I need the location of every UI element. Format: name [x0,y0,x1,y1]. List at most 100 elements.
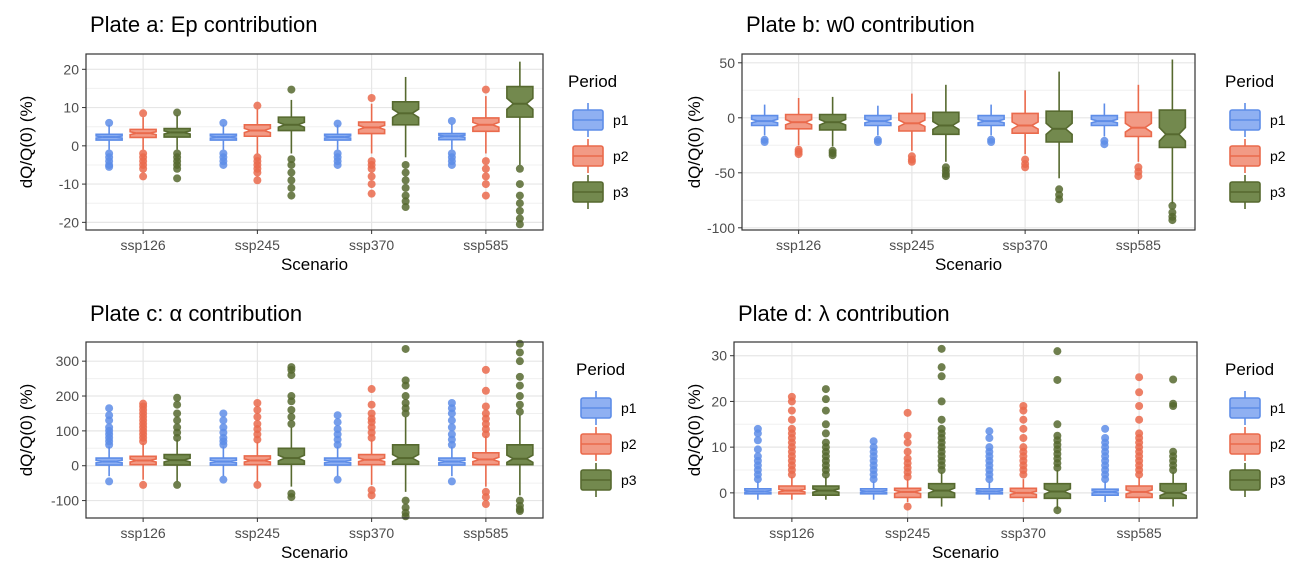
outlier-point [105,477,114,486]
plate-d: Plate d: λ contribution 0 10 20 30 ssp126 ssp2… [685,301,1286,562]
box-p3-ssp585 [506,61,534,229]
legend-key-p2 [1229,139,1261,173]
box-p1-ssp370 [975,427,1004,500]
box-p2-ssp245 [243,398,272,489]
outlier-point [401,496,410,505]
outlier-point [447,430,456,439]
outlier-point [937,415,946,424]
plot-title: Plate b: w0 contribution [746,12,975,37]
x-tick-label: ssp126 [121,237,166,253]
legend-label: p3 [621,472,637,488]
outlier-point [401,176,410,185]
outlier-point [287,392,296,401]
outlier-point [515,392,524,401]
legend: Period p1 p2 p3 [576,360,637,497]
y-tick-label: -20 [59,214,79,230]
outlier-point [367,164,376,173]
legend-key-p1 [572,103,604,137]
y-tick-label: 20 [711,393,727,409]
box-p2-ssp370 [357,385,386,500]
outlier-point [333,425,342,434]
y-tick-label: 10 [711,439,727,455]
box-body [1045,110,1073,143]
legend-title: Period [576,360,625,379]
x-tick-label: ssp245 [889,237,934,253]
legend-label: p1 [613,112,629,128]
outlier-point [173,108,182,117]
y-tick-label: 0 [71,138,79,154]
outlier-point [253,412,262,421]
outlier-point [173,174,182,183]
outlier-point [873,138,882,146]
outlier-point [401,160,410,169]
outlier-point [139,164,148,173]
outlier-point [287,363,296,372]
legend-key-p1 [1229,103,1261,137]
legend-key-p1 [1229,391,1261,425]
y-axis-label: dQ/Q(0) (%) [17,96,36,189]
box-p2-ssp370 [357,94,386,198]
x-tick-label: ssp370 [1001,525,1046,541]
outlier-point [401,183,410,192]
outlier-point [787,406,796,415]
outlier-point [1019,415,1028,424]
outlier-point [333,418,342,427]
x-tick-label: ssp370 [349,237,394,253]
y-tick-label: -100 [707,220,735,236]
box-p3-ssp126 [163,393,191,489]
outlier-point [481,402,490,411]
outlier-point [333,475,342,484]
outlier-point [1053,420,1062,429]
x-tick-label: ssp126 [121,525,166,541]
outlier-point [105,118,114,127]
outlier-point [515,339,524,348]
outlier-point [481,157,490,166]
outlier-point [367,409,376,418]
outlier-point [515,191,524,200]
box-p2-ssp126 [129,399,157,489]
plot-border [85,341,544,519]
box-p2-ssp370 [1009,402,1038,502]
outlier-point [1053,431,1062,440]
outlier-point [481,500,490,509]
legend-label: p3 [1270,472,1286,488]
outlier-point [903,454,912,463]
box-p1-ssp126 [744,424,772,500]
outlier-point [1019,434,1028,442]
box-p1-ssp245 [209,409,238,484]
outlier-point [753,436,762,445]
outlier-point [787,392,796,401]
legend-label: p3 [613,184,629,200]
outlier-point [333,119,342,128]
x-tick-label: ssp585 [1116,237,1161,253]
outlier-point [173,480,182,489]
box-p1-ssp245 [209,118,238,169]
outlier-point [515,214,524,223]
outlier-point [1101,434,1110,442]
outlier-point [219,475,228,484]
outlier-point [1021,163,1030,172]
box-p2-ssp585 [1125,373,1153,502]
outlier-point [937,372,946,381]
outlier-point [253,176,262,185]
y-tick-label: -10 [59,176,79,192]
outlier-point [401,398,410,407]
outlier-point [481,180,490,189]
outlier-point [173,416,182,425]
box-body [898,112,926,132]
y-tick-label: 0 [727,110,735,126]
outlier-point [367,94,376,102]
outlier-point [173,400,182,409]
outlier-point [515,348,524,357]
outlier-point [367,189,376,198]
plot-title: Plate d: λ contribution [738,301,950,326]
outlier-point [287,85,296,94]
box-body [1159,482,1187,500]
x-tick-label: ssp126 [769,525,814,541]
legend-key-p3 [1229,175,1261,209]
plot-border [741,53,1196,231]
outlier-point [903,408,912,417]
outlier-point [821,395,830,404]
outlier-point [105,162,114,171]
plate-b: Plate b: w0 contribution -100 -50 0 50 ssp126… [685,12,1286,274]
